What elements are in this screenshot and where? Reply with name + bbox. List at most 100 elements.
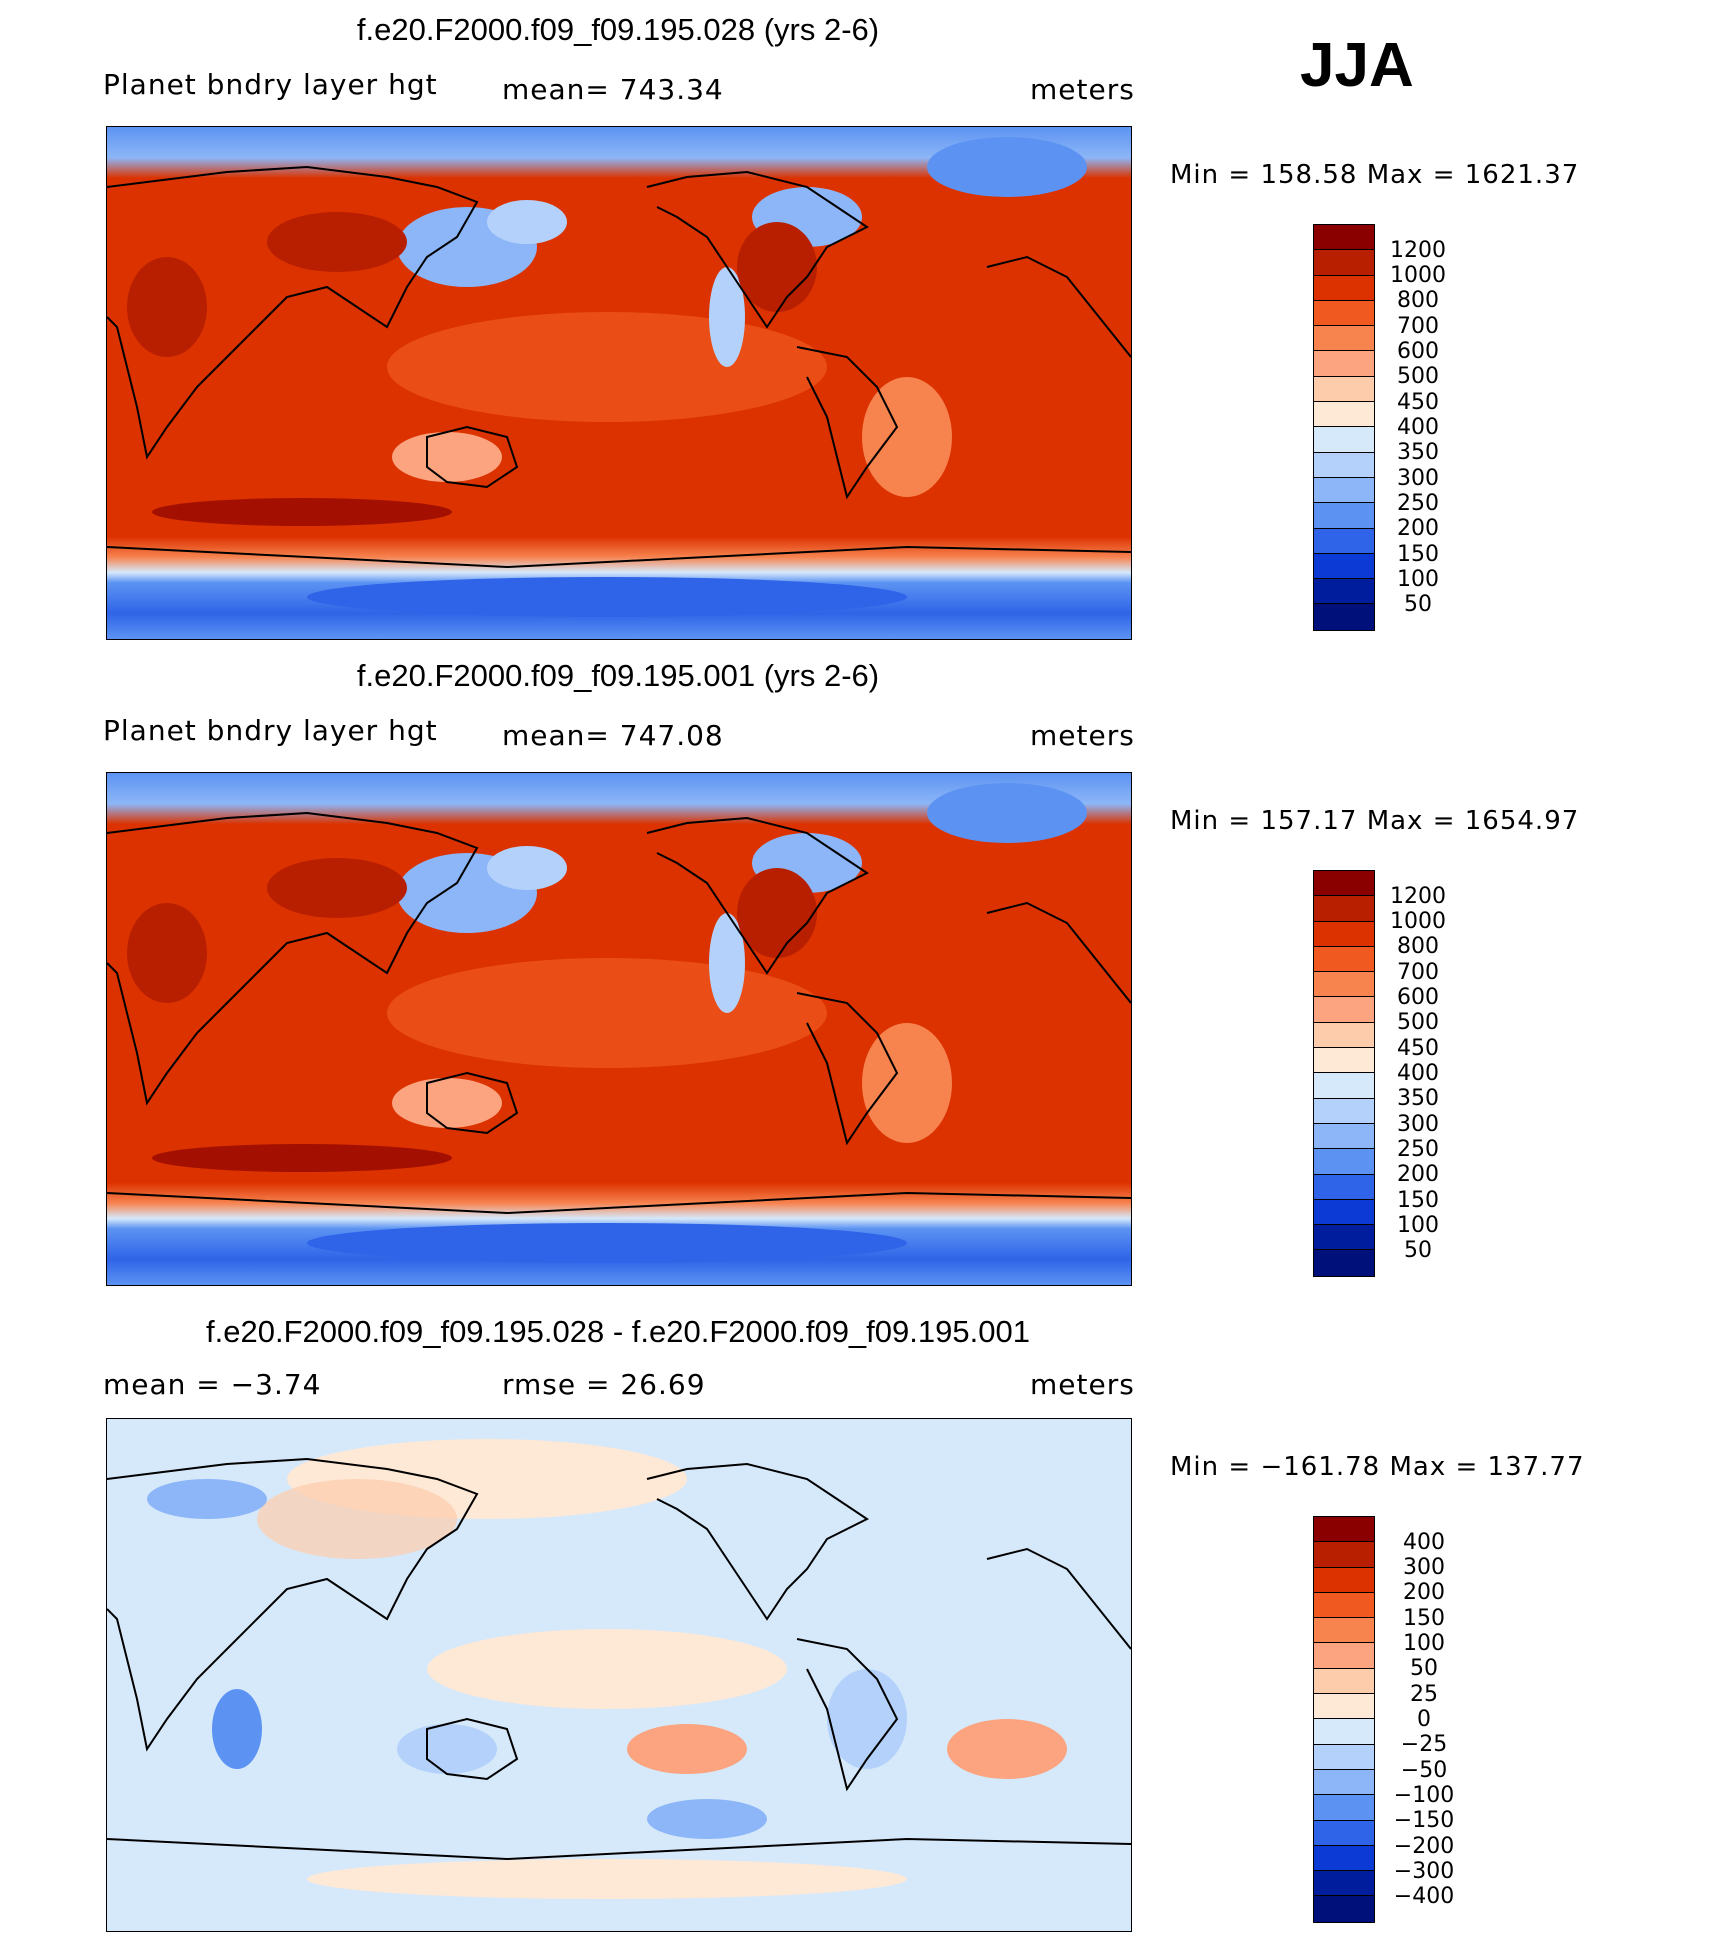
panel3-south-america xyxy=(827,1669,907,1769)
panel3-rmse-label: rmse = 26.69 xyxy=(502,1368,706,1401)
panel2-australia xyxy=(392,1078,502,1128)
panel3-minmax: Min = −161.78 Max = 137.77 xyxy=(1170,1452,1585,1482)
panel2-mean-label: mean= 747.08 xyxy=(502,719,724,752)
panel2-coastlines xyxy=(107,811,1131,1215)
panel3-antarctica-positive xyxy=(307,1859,907,1899)
panel3-map-canvas xyxy=(107,1419,1131,1931)
panel1-south-america xyxy=(862,377,952,497)
panel3-pacific-positive xyxy=(427,1629,787,1709)
panel2-colorbar-swatch xyxy=(1314,946,1374,973)
panel3-map xyxy=(106,1418,1132,1932)
panel3-colorbar-swatch xyxy=(1314,1542,1374,1568)
panel3-colorbar-swatch xyxy=(1314,1719,1374,1745)
panel1-central-asia-high xyxy=(267,212,407,272)
panel3-colorbar-label: 50 xyxy=(1410,1656,1438,1681)
panel3-colorbar-swatch xyxy=(1314,1795,1374,1821)
panel2-colorbar-label: 50 xyxy=(1404,1238,1432,1263)
panel1-colorbar-label: 200 xyxy=(1397,516,1439,541)
panel1-colorbar-swatch xyxy=(1314,225,1374,251)
panel1-pacific-band xyxy=(387,312,827,422)
panel1-antarctica-low xyxy=(307,577,907,617)
panel3-colorbar-label: 300 xyxy=(1403,1555,1445,1580)
panel3-colorbar-label: −200 xyxy=(1393,1834,1455,1859)
panel1-field-label: Planet bndry layer hgt xyxy=(103,68,438,101)
panel3-south-atlantic-positive xyxy=(947,1719,1067,1779)
panel1-map xyxy=(106,126,1132,640)
panel1-colorbar-label: 1000 xyxy=(1390,263,1446,288)
panel2-colorbar-swatch xyxy=(1314,1250,1374,1276)
panel1-colorbar-swatch xyxy=(1314,275,1374,301)
panel1-colorbar-swatch xyxy=(1314,553,1374,580)
panel3-colorbar-swatch xyxy=(1314,1643,1374,1669)
panel2-colorbar-swatch xyxy=(1314,1174,1374,1200)
panel3-colorbar-swatch xyxy=(1314,1896,1374,1922)
panel1-colorbar-label: 100 xyxy=(1397,567,1439,592)
panel2-colorbar-label: 300 xyxy=(1397,1112,1439,1137)
panel1-california-low xyxy=(709,267,745,367)
panel2-units-label: meters xyxy=(1030,719,1135,752)
panel3-colorbar-label: 200 xyxy=(1403,1580,1445,1605)
panel3-colorbar-label: 0 xyxy=(1417,1707,1431,1732)
panel2-central-asia-high xyxy=(267,858,407,918)
panel1-colorbar-label: 1200 xyxy=(1390,238,1446,263)
panel1-colorbar-swatch xyxy=(1314,528,1374,554)
panel2-colorbar-label: 350 xyxy=(1397,1086,1439,1111)
panel3-madagascar-negative xyxy=(212,1689,262,1769)
panel3-colorbar-swatch xyxy=(1314,1769,1374,1796)
panel1-mean-label: mean= 743.34 xyxy=(502,73,724,106)
panel1-colorbar-swatch xyxy=(1314,300,1374,327)
panel2-colorbar-swatch xyxy=(1314,1098,1374,1124)
panel2-title: f.e20.F2000.f09_f09.195.001 (yrs 2-6) xyxy=(356,658,880,693)
panel2-colorbar-swatch xyxy=(1314,1199,1374,1226)
panel2-map-canvas xyxy=(107,773,1131,1285)
panel2-california-low xyxy=(709,913,745,1013)
panel2-minmax: Min = 157.17 Max = 1654.97 xyxy=(1170,806,1580,836)
panel2-colorbar-swatch xyxy=(1314,997,1374,1023)
panel3-colorbar-swatch xyxy=(1314,1694,1374,1720)
panel3-australia xyxy=(397,1724,497,1774)
panel3-colorbar-label: −50 xyxy=(1400,1758,1448,1783)
panel2-colorbar-label: 400 xyxy=(1397,1061,1439,1086)
panel1-map-canvas xyxy=(107,127,1131,639)
panel1-colorbar-label: 250 xyxy=(1397,491,1439,516)
panel2-colorbar-label: 250 xyxy=(1397,1137,1439,1162)
panel2-colorbar-label: 700 xyxy=(1397,960,1439,985)
panel2-bering-low xyxy=(487,846,567,890)
panel3-europe-negative xyxy=(147,1479,267,1519)
panel2-pacific-band xyxy=(387,958,827,1068)
panel3-colorbar-label: 150 xyxy=(1403,1606,1445,1631)
season-label: JJA xyxy=(1300,31,1414,100)
panel2-south-america xyxy=(862,1023,952,1143)
panel1-australia xyxy=(392,432,502,482)
panel3-colorbar-swatch xyxy=(1314,1567,1374,1593)
panel1-coastlines xyxy=(107,165,1131,569)
panel3-colorbar-label: −400 xyxy=(1393,1884,1455,1909)
panel3-colorbar xyxy=(1313,1516,1375,1923)
panel2-colorbar-swatch xyxy=(1314,1149,1374,1175)
panel1-colorbar-label: 150 xyxy=(1397,542,1439,567)
panel2-colorbar-label: 150 xyxy=(1397,1188,1439,1213)
panel1-colorbar-label: 450 xyxy=(1397,390,1439,415)
panel2-colorbar-swatch xyxy=(1314,921,1374,947)
panel2-colorbar-swatch xyxy=(1314,1022,1374,1049)
panel3-colorbar-swatch xyxy=(1314,1668,1374,1695)
panel3-coastlines xyxy=(107,1457,1131,1861)
panel3-colorbar-swatch xyxy=(1314,1517,1374,1543)
panel1-bering-low xyxy=(487,200,567,244)
panel2-colorbar-swatch xyxy=(1314,1048,1374,1074)
panel3-units-label: meters xyxy=(1030,1368,1135,1401)
panel2-colorbar-label: 1000 xyxy=(1390,909,1446,934)
panel3-colorbar-swatch xyxy=(1314,1845,1374,1872)
panel1-sahara-high xyxy=(127,257,207,357)
panel2-greenland-low xyxy=(927,783,1087,843)
panel1-units-label: meters xyxy=(1030,73,1135,106)
panel3-mean-label: mean = −3.74 xyxy=(103,1368,322,1401)
panel1-colorbar-swatch xyxy=(1314,477,1374,504)
panel2-field-label: Planet bndry layer hgt xyxy=(103,714,438,747)
panel1-colorbar-swatch xyxy=(1314,250,1374,276)
panel1-colorbar-swatch xyxy=(1314,503,1374,529)
panel3-colorbar-swatch xyxy=(1314,1820,1374,1846)
panel1-colorbar-label: 700 xyxy=(1397,314,1439,339)
panel3-colorbar-label: 400 xyxy=(1403,1530,1445,1555)
panel3-colorbar-swatch xyxy=(1314,1592,1374,1619)
